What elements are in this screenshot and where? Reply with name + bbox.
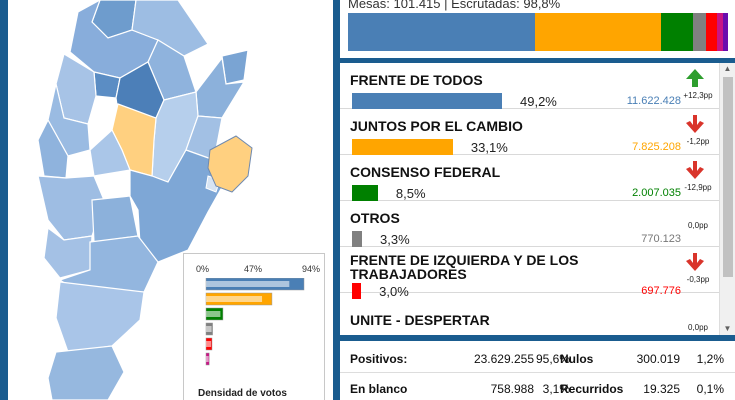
legend-bar-gloss-1 — [206, 296, 263, 302]
blanco-votes: 758.988 — [490, 382, 534, 396]
legend-bar-gloss-5 — [206, 356, 209, 362]
party-name: JUNTOS POR EL CAMBIO — [350, 118, 523, 134]
party-row[interactable]: JUNTOS POR EL CAMBIO 33,1% 7.825.208 -1,2pp — [340, 109, 735, 155]
party-name: FRENTE DE IZQUIERDA Y DE LOS TRABAJADORE… — [350, 252, 579, 282]
party-delta: -1,2pp — [686, 137, 710, 146]
party-bar — [352, 283, 362, 299]
party-pct: 49,2% — [520, 94, 557, 109]
left-frame-strip — [0, 0, 8, 400]
legend-bar-gloss-0 — [206, 281, 290, 287]
recurridos-pct: 0,1% — [696, 382, 724, 396]
vote-stats: Positivos: 23.629.255 95,6% Nulos 300.01… — [340, 341, 735, 400]
arrow-up-icon — [686, 69, 704, 87]
stacked-segment-6 — [723, 13, 728, 51]
blanco-pct: 3,1% — [542, 382, 570, 396]
mesas-summary: Mesas: 101.415 | Escrutadas: 98,8% — [348, 0, 561, 11]
party-bar — [352, 185, 378, 201]
recurridos-votes: 19.325 — [643, 382, 680, 396]
party-pct: 33,1% — [470, 140, 508, 155]
party-results-list[interactable]: FRENTE DE TODOS 49,2% 11.622.428 +12,3pp JUN… — [340, 63, 735, 335]
party-votes: 7.825.208 — [632, 141, 681, 153]
province-misiones — [221, 49, 249, 85]
results-scrollbar[interactable]: ▲ ▼ — [719, 63, 735, 335]
party-delta: -0,3pp — [686, 275, 710, 284]
party-name: OTROS — [350, 210, 400, 226]
arrow-down-icon — [686, 161, 704, 179]
nulos-label: Nulos — [560, 352, 594, 366]
party-delta: 0,0pp — [687, 221, 709, 230]
party-pct: 3,3% — [380, 232, 410, 247]
results-panel: Mesas: 101.415 | Escrutadas: 98,8% FRENT… — [340, 0, 735, 400]
legend-scale-min: 0% — [196, 264, 210, 274]
stats-row-1: Positivos: 23.629.255 95,6% Nulos 300.01… — [340, 345, 735, 373]
party-bar — [352, 93, 502, 109]
scroll-down-icon[interactable]: ▼ — [723, 324, 732, 333]
party-delta: 0,0pp — [687, 323, 709, 332]
party-row[interactable]: FRENTE DE TODOS 49,2% 11.622.428 +12,3pp — [340, 63, 735, 109]
positivos-votes: 23.629.255 — [473, 352, 534, 366]
party-bar — [352, 231, 363, 247]
party-votes: 2.007.035 — [632, 187, 681, 199]
arrow-down-icon — [686, 115, 704, 133]
party-delta: -12,9pp — [684, 183, 712, 192]
stacked-share-bar — [348, 13, 728, 51]
scroll-thumb[interactable] — [723, 77, 733, 277]
arrow-down-icon — [686, 253, 704, 271]
positivos-pct: 95,6% — [535, 352, 570, 366]
scroll-up-icon[interactable]: ▲ — [723, 64, 732, 73]
party-name: UNITE - DESPERTAR — [350, 312, 490, 328]
province-lapampa — [91, 195, 139, 243]
summary-box: Mesas: 101.415 | Escrutadas: 98,8% — [340, 0, 735, 58]
stacked-segment-0 — [348, 13, 535, 51]
blanco-label: En blanco — [350, 382, 408, 396]
province-buenosaires — [129, 149, 227, 263]
party-pct: 3,0% — [379, 284, 409, 299]
argentina-map[interactable] — [8, 0, 333, 400]
party-votes: 770.123 — [641, 233, 681, 245]
map-panel: 0% 47% 94% Densidad de votos — [8, 0, 333, 400]
province-chubut — [55, 281, 145, 353]
legend-bar-gloss-3 — [206, 326, 212, 332]
party-name: FRENTE DE TODOS — [350, 72, 483, 88]
legend-bar-gloss-2 — [206, 311, 221, 317]
legend-scale-mid: 47% — [244, 264, 263, 274]
party-row[interactable]: CONSENSO FEDERAL 8,5% 2.007.035 -12,9pp — [340, 155, 735, 201]
stacked-segment-1 — [534, 13, 661, 51]
party-pct: 8,5% — [395, 186, 426, 201]
nulos-pct: 1,2% — [696, 352, 724, 366]
legend-scale-max: 94% — [302, 264, 321, 274]
legend-bars — [205, 278, 305, 366]
party-delta: +12,3pp — [683, 91, 713, 100]
party-votes: 697.776 — [641, 285, 681, 297]
party-row[interactable]: OTROS 3,3% 770.123 0,0pp — [340, 201, 735, 247]
party-row[interactable]: FRENTE DE IZQUIERDA Y DE LOS TRABAJADORE… — [340, 247, 735, 299]
positivos-label: Positivos: — [350, 352, 408, 366]
party-row[interactable]: UNITE - DESPERTAR 0,0pp — [340, 303, 735, 335]
legend-title: Densidad de votos — [198, 388, 287, 399]
stacked-segment-2 — [660, 13, 694, 51]
recurridos-label: Recurridos — [560, 382, 624, 396]
nulos-votes: 300.019 — [636, 352, 680, 366]
legend-scale: 0% 47% 94% — [196, 264, 320, 276]
party-bar — [352, 139, 453, 155]
map-legend: 0% 47% 94% Densidad de votos — [183, 253, 325, 400]
party-name: CONSENSO FEDERAL — [350, 164, 501, 180]
legend-bar-gloss-4 — [206, 341, 212, 347]
province-santacruz — [47, 345, 125, 400]
islas-malvinas — [207, 135, 253, 193]
party-votes: 11.622.428 — [626, 95, 681, 107]
stats-row-2: En blanco 758.988 3,1% Recurridos 19.325… — [340, 375, 735, 400]
stacked-segment-5 — [716, 13, 724, 51]
stacked-segment-3 — [693, 13, 706, 51]
stacked-segment-4 — [705, 13, 717, 51]
